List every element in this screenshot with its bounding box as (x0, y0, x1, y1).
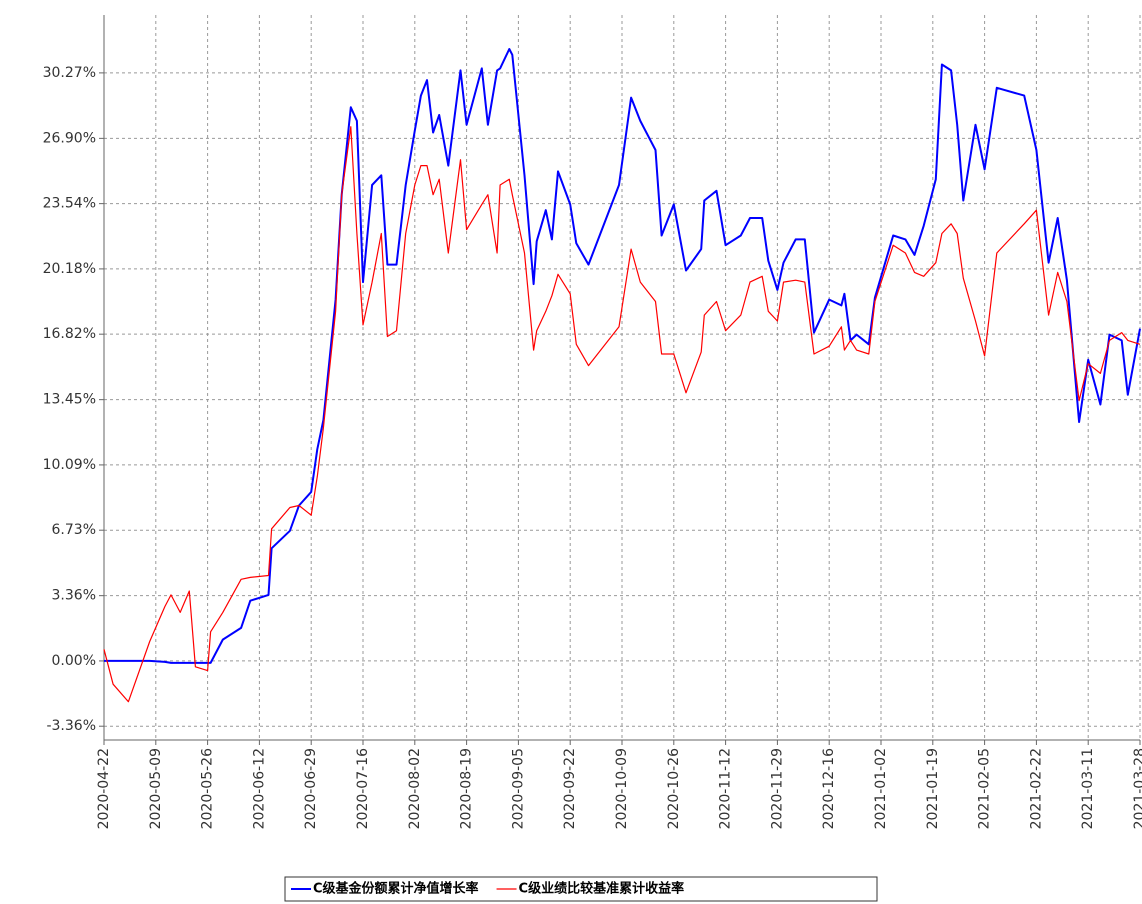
y-tick-label: 13.45% (43, 392, 96, 408)
x-tick-label: 2020-06-12 (251, 748, 267, 829)
x-tick-label: 2020-05-09 (148, 748, 164, 829)
x-tick-label: 2020-08-19 (459, 748, 475, 829)
legend-label: C级基金份额累计净值增长率 (313, 881, 479, 897)
x-tick-label: 2021-01-19 (925, 748, 941, 829)
x-tick-label: 2021-03-28 (1132, 748, 1142, 829)
x-tick-label: 2021-02-22 (1028, 748, 1044, 829)
x-tick-label: 2020-12-16 (821, 748, 837, 829)
x-tick-label: 2020-04-22 (96, 748, 112, 829)
y-tick-label: 3.36% (52, 588, 96, 604)
x-tick-label: 2021-03-11 (1080, 748, 1096, 829)
legend-box (284, 876, 878, 902)
y-tick-label: 30.27% (43, 65, 96, 81)
y-tick-label: 0.00% (52, 653, 96, 669)
x-tick-label: 2020-09-22 (562, 748, 578, 829)
x-tick-label: 2020-09-05 (510, 748, 526, 829)
x-tick-label: 2020-10-09 (614, 748, 630, 829)
y-tick-label: -3.36% (46, 718, 96, 734)
legend-label: C级业绩比较基准累计收益率 (519, 881, 685, 897)
y-tick-label: 10.09% (43, 457, 96, 473)
x-tick-label: 2020-07-16 (355, 748, 371, 829)
series-line (103, 126, 1141, 703)
x-tick-label: 2021-01-02 (873, 748, 889, 829)
x-tick-label: 2020-10-26 (666, 748, 682, 829)
series-line (104, 48, 1141, 664)
y-tick-label: 6.73% (52, 522, 96, 538)
y-tick-label: 16.82% (43, 326, 96, 342)
y-tick-label: 23.54% (43, 196, 96, 212)
x-tick-label: 2020-11-29 (769, 748, 785, 829)
x-tick-label: 2020-11-12 (718, 748, 734, 829)
x-tick-label: 2020-06-29 (303, 748, 319, 829)
x-tick-label: 2020-08-02 (407, 748, 423, 829)
y-tick-label: 20.18% (43, 261, 96, 277)
y-tick-label: 26.90% (43, 130, 96, 146)
x-tick-label: 2021-02-05 (977, 748, 993, 829)
x-tick-label: 2020-05-26 (200, 748, 216, 829)
